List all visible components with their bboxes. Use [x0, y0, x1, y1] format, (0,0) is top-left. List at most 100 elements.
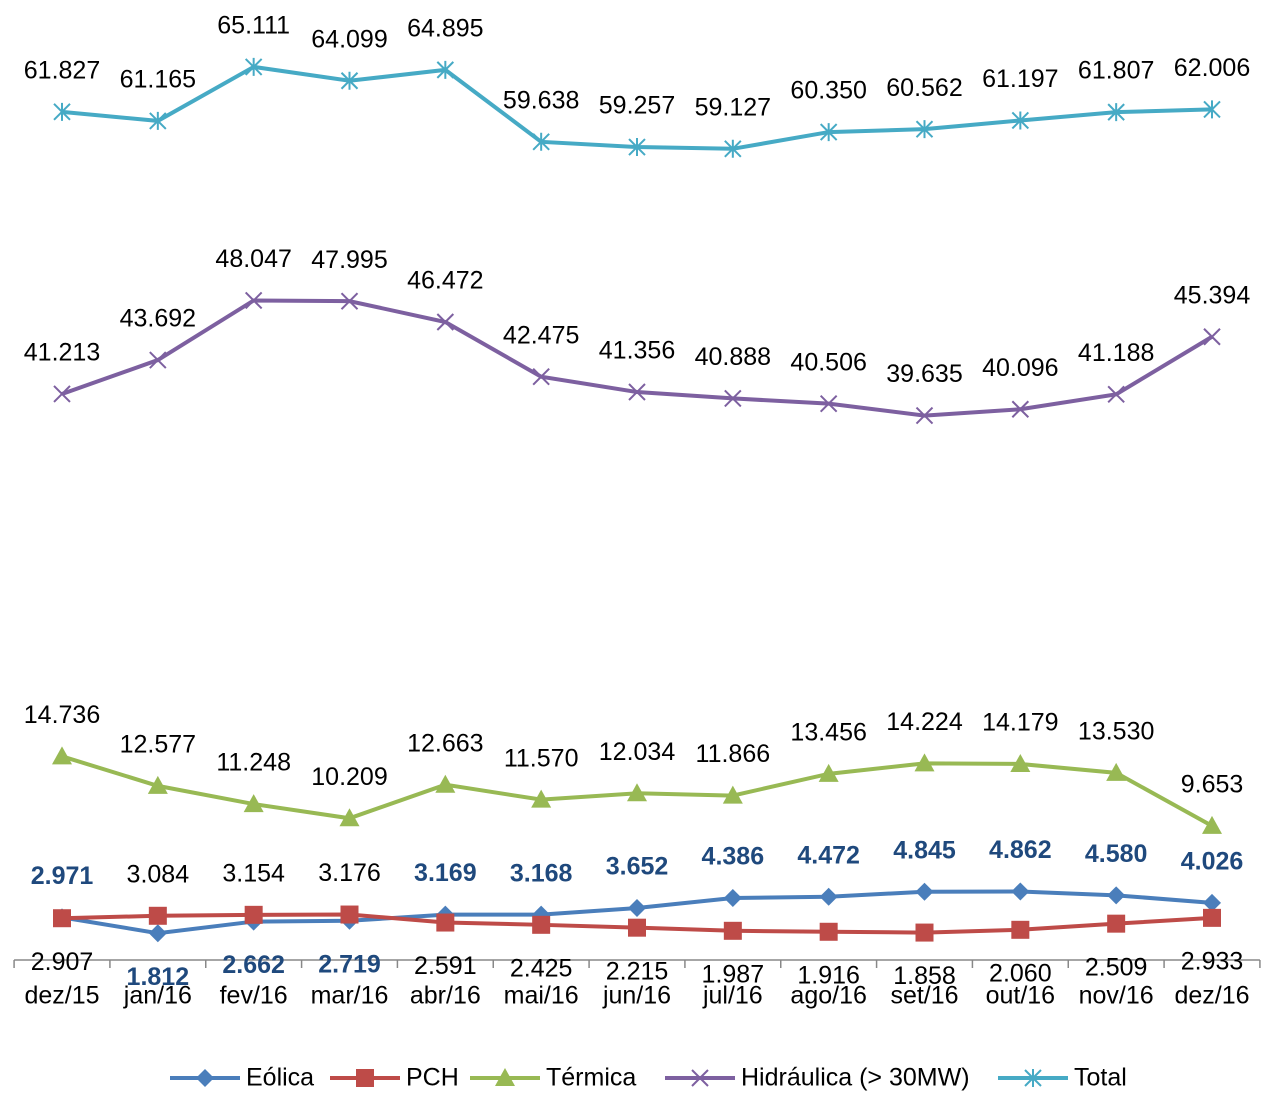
- data-label: 2.591: [414, 952, 477, 980]
- marker: [915, 406, 934, 425]
- data-label: 11.248: [216, 749, 291, 777]
- data-label: 62.006: [1174, 54, 1250, 82]
- data-label: 1.858: [893, 962, 956, 990]
- data-label: 14.179: [982, 709, 1058, 737]
- marker: [691, 1069, 709, 1087]
- data-label: 60.562: [886, 74, 962, 102]
- data-label: 40.888: [695, 343, 771, 371]
- data-label: 59.638: [503, 86, 579, 114]
- marker: [724, 389, 742, 408]
- legend-label: Eólica: [246, 1064, 314, 1092]
- data-label: 11.570: [504, 744, 579, 772]
- marker: [52, 746, 72, 765]
- data-label: 4.386: [702, 843, 765, 871]
- marker: [436, 913, 455, 932]
- marker: [1107, 103, 1125, 122]
- series: 14.736 12.577 11.248 10.209 12.663 11.570 12.0…: [24, 701, 1243, 834]
- data-label: 64.099: [311, 25, 387, 53]
- x-tick-label: nov/16: [1079, 982, 1154, 1010]
- data-label: 61.197: [982, 65, 1058, 93]
- data-label: 2.933: [1181, 947, 1244, 975]
- marker: [532, 132, 550, 151]
- data-label: 14.224: [886, 708, 963, 736]
- marker: [1107, 914, 1126, 933]
- legend-label: Total: [1074, 1064, 1127, 1092]
- series: 2.907 3.084 3.154 3.176 2.591 2.425 2.215 1.987…: [31, 859, 1244, 990]
- data-label: 3.176: [318, 859, 381, 887]
- marker: [724, 139, 742, 158]
- marker: [244, 291, 263, 310]
- marker: [628, 899, 646, 918]
- marker: [532, 367, 550, 386]
- data-label: 2.662: [222, 951, 285, 979]
- x-tick-label: abr/16: [410, 982, 481, 1010]
- marker: [722, 785, 743, 804]
- legend-label: Hidráulica (> 30MW): [741, 1064, 970, 1092]
- marker: [723, 921, 742, 940]
- data-label: 2.509: [1085, 953, 1148, 981]
- marker: [915, 120, 934, 139]
- x-tick-label: jun/16: [602, 982, 671, 1010]
- data-label: 2.907: [31, 948, 94, 976]
- marker: [339, 808, 360, 827]
- marker: [436, 313, 455, 331]
- marker: [436, 60, 455, 79]
- marker: [819, 123, 838, 142]
- marker: [1011, 111, 1030, 130]
- data-label: 2.215: [606, 957, 669, 985]
- data-label: 3.168: [510, 859, 573, 887]
- data-label: 13.530: [1078, 717, 1154, 745]
- data-label: 40.096: [982, 354, 1058, 382]
- marker: [244, 57, 263, 76]
- data-label: 12.034: [599, 738, 676, 766]
- marker: [914, 753, 935, 772]
- data-label: 61.807: [1078, 57, 1154, 85]
- marker: [723, 888, 742, 907]
- data-label: 41.188: [1078, 339, 1154, 367]
- x-tick-label: out/16: [986, 982, 1056, 1010]
- legend-item: Total: [998, 1064, 1127, 1092]
- data-label: 64.895: [407, 14, 483, 42]
- data-label: 3.652: [606, 853, 669, 881]
- data-label: 2.719: [318, 950, 381, 978]
- marker: [356, 1069, 374, 1087]
- marker: [148, 924, 167, 943]
- data-label: 10.209: [311, 763, 387, 791]
- marker: [1107, 385, 1125, 404]
- data-label: 3.084: [127, 860, 190, 888]
- marker: [819, 922, 838, 941]
- data-label: 42.475: [503, 321, 579, 349]
- data-label: 60.350: [790, 77, 866, 105]
- data-label: 12.663: [407, 729, 483, 757]
- marker: [243, 794, 264, 813]
- data-label: 48.047: [215, 245, 291, 273]
- marker: [1203, 100, 1221, 119]
- legend-item: Hidráulica (> 30MW): [665, 1064, 970, 1092]
- marker: [495, 1068, 515, 1086]
- marker: [53, 385, 71, 403]
- x-tick-label: fev/16: [220, 982, 288, 1010]
- data-label: 4.026: [1181, 848, 1244, 876]
- x-tick-label: dez/16: [1174, 982, 1249, 1010]
- marker: [196, 1069, 214, 1087]
- data-label: 14.736: [24, 701, 100, 729]
- data-label: 2.425: [510, 954, 573, 982]
- data-label: 1.987: [702, 960, 765, 988]
- marker: [1024, 1069, 1042, 1087]
- marker: [915, 923, 934, 942]
- data-label: 2.060: [989, 959, 1052, 987]
- data-label: 1.812: [127, 963, 190, 991]
- marker: [1011, 882, 1030, 901]
- marker: [1107, 886, 1126, 905]
- marker: [148, 906, 167, 925]
- data-label: 4.845: [893, 836, 956, 864]
- marker: [147, 775, 168, 794]
- data-label: 4.862: [989, 836, 1052, 864]
- data-label: 1.916: [797, 961, 860, 989]
- x-tick-label: set/16: [890, 982, 958, 1010]
- data-label: 45.394: [1174, 281, 1251, 309]
- marker: [1011, 400, 1030, 418]
- marker: [818, 763, 839, 782]
- marker: [244, 905, 263, 924]
